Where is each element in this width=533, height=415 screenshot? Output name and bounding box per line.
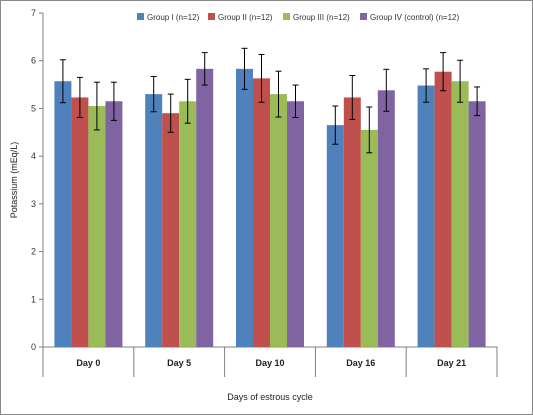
y-tick-label: 2 (31, 247, 36, 257)
legend-swatch-4 (360, 13, 367, 20)
y-tick-label: 3 (31, 199, 36, 209)
x-tick-label: Day 16 (346, 358, 375, 368)
legend-label-1: Group I (n=12) (147, 13, 200, 22)
bar-2 (71, 97, 89, 347)
bar-3 (179, 101, 197, 348)
legend-swatch-3 (283, 13, 290, 20)
bar-4 (105, 101, 123, 348)
legend-swatch-2 (208, 13, 215, 20)
legend-label-2: Group II (n=12) (218, 13, 273, 22)
y-tick-label: 0 (31, 342, 36, 352)
bar-1 (326, 125, 344, 347)
bar-2 (434, 71, 452, 347)
bar-2 (253, 78, 270, 348)
x-tick-label: Day 5 (167, 358, 191, 368)
bar-1 (145, 94, 163, 347)
legend: Group I (n=12) Group II (n=12) Group III (… (137, 13, 459, 22)
bar-1 (417, 85, 435, 348)
bar-2 (162, 113, 180, 347)
x-axis-title: Days of estrous cycle (227, 392, 313, 402)
bar-2 (343, 97, 361, 347)
y-tick-label: 6 (31, 56, 36, 66)
y-axis-title: Potassium (mEq/L) (9, 142, 19, 219)
legend-label-4: Group IV (control) (n=12) (370, 13, 459, 22)
bar-3 (360, 129, 378, 347)
y-tick-label: 7 (31, 8, 36, 18)
bar-3 (88, 106, 106, 348)
x-tick-label: Day 21 (437, 358, 466, 368)
bar-4 (468, 101, 486, 348)
x-tick-label: Day 10 (255, 358, 284, 368)
legend-swatch-1 (137, 13, 144, 20)
bar-4 (377, 90, 395, 347)
bar-4 (287, 101, 304, 348)
y-tick-label: 4 (31, 151, 36, 161)
bar-1 (54, 81, 72, 347)
error-bars (59, 47, 481, 154)
bar-3 (451, 81, 469, 347)
y-tick-label: 1 (31, 294, 36, 304)
bar-3 (270, 94, 287, 347)
legend-label-3: Group III (n=12) (293, 13, 350, 22)
bar-4 (196, 68, 214, 347)
bars (54, 68, 486, 348)
bar-1 (236, 68, 253, 347)
x-tick-label: Day 0 (76, 358, 100, 368)
y-tick-label: 5 (31, 103, 36, 113)
